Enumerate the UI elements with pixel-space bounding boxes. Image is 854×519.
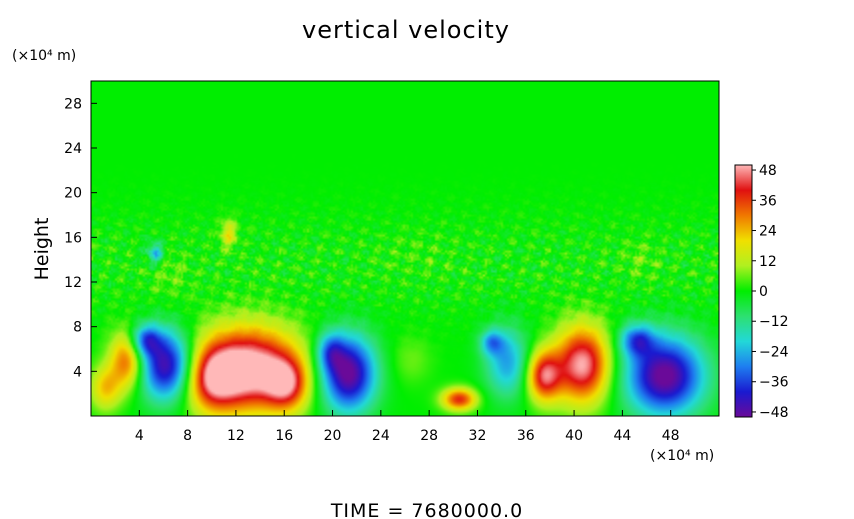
x-tick-label: 36 [517,428,535,444]
colorbar-tick-label: −12 [759,314,789,330]
colorbar-tick-label: 36 [759,193,777,209]
x-tick-label: 24 [372,428,390,444]
x-axis-ticks: 4 8 12 16 20 24 28 32 36 40 44 48 [135,410,680,444]
y-tick-label: 28 [64,96,82,112]
colorbar: 48 36 24 12 0 −12 −24 −36 −48 [734,163,789,421]
heatmap-field [91,81,719,416]
y-tick-label: 20 [64,186,82,202]
time-footer: TIME = 7680000.0 [330,500,523,519]
x-tick-label: 44 [613,428,631,444]
y-tick-label: 12 [64,275,82,291]
y-tick-label: 8 [73,320,82,336]
y-axis-ticks: 4 8 12 16 20 24 28 [64,96,97,380]
colorbar-tick-label: −36 [759,375,789,391]
y-tick-label: 16 [64,230,82,246]
x-tick-label: 4 [135,428,144,444]
colorbar-gradient [734,164,753,418]
colorbar-tick-label: −48 [759,405,789,421]
y-tick-label: 4 [73,364,82,380]
colorbar-tick-label: 24 [759,224,777,240]
heatmap-plot-area [90,80,720,417]
colorbar-ticks: 48 36 24 12 0 −12 −24 −36 −48 [752,163,789,421]
chart-title: vertical velocity [302,16,510,44]
x-tick-label: 40 [565,428,583,444]
x-tick-label: 48 [662,428,680,444]
y-tick-label: 24 [64,141,82,157]
x-tick-label: 20 [324,428,342,444]
y-axis-unit-label: (×10⁴ m) [12,48,76,64]
x-tick-label: 32 [469,428,487,444]
colorbar-tick-label: −24 [759,344,789,360]
x-tick-label: 28 [420,428,438,444]
x-axis-unit-label: (×10⁴ m) [650,448,714,464]
x-tick-label: 8 [183,428,192,444]
y-axis-label: Height [31,218,53,281]
plot-frame [90,80,720,417]
colorbar-tick-label: 12 [759,254,777,270]
x-tick-label: 12 [227,428,245,444]
colorbar-tick-label: 0 [759,284,768,300]
colorbar-tick-label: 48 [759,163,777,179]
x-tick-label: 16 [275,428,293,444]
